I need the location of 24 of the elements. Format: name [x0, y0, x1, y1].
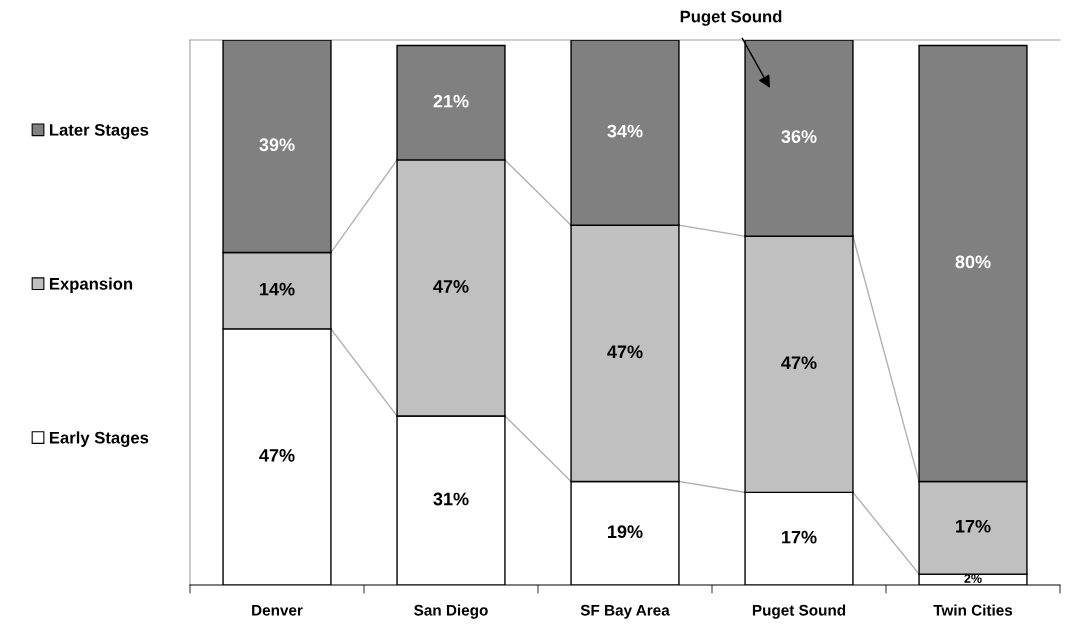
x-tick-label: Puget Sound — [752, 604, 846, 619]
legend-label: Expansion — [49, 277, 133, 294]
data-label: 21% — [433, 94, 469, 108]
legend-label: Early Stages — [49, 431, 149, 447]
data-label: 47% — [259, 449, 295, 462]
data-label: 14% — [260, 282, 295, 296]
text: Puget Sound — [680, 10, 782, 26]
data-label: 80% — [955, 255, 991, 269]
data-label: 39% — [259, 138, 295, 152]
x-tick-label: Twin Cities — [933, 604, 1013, 616]
legend-label: Later Stages — [49, 123, 149, 140]
data-label: 36% — [781, 130, 817, 143]
data-label: 47% — [781, 356, 817, 370]
data-label: 17% — [956, 519, 991, 533]
x-tick-label: SF Bay Area — [580, 604, 670, 619]
data-label: 31% — [433, 492, 469, 506]
data-label: 34% — [607, 124, 643, 138]
x-tick-label: Denver — [252, 605, 303, 616]
data-label: 17% — [782, 530, 817, 544]
data-label: 47% — [433, 280, 469, 293]
data-label: 47% — [607, 345, 643, 359]
data-label: 19% — [608, 525, 643, 539]
x-tick-label: San Diego — [414, 604, 488, 619]
data-label: 2% — [964, 574, 982, 583]
